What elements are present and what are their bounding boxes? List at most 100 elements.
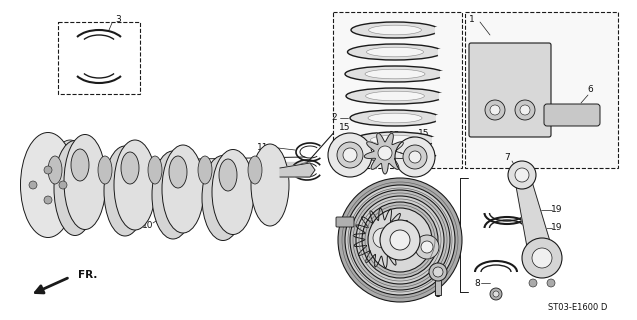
Text: 19: 19	[551, 205, 562, 214]
Text: 17: 17	[424, 274, 436, 283]
Ellipse shape	[169, 156, 187, 188]
FancyBboxPatch shape	[544, 104, 600, 126]
Text: FR.: FR.	[78, 270, 97, 280]
Text: 15: 15	[426, 255, 438, 265]
Ellipse shape	[162, 145, 204, 233]
Bar	[58, 22, 140, 94]
Ellipse shape	[152, 151, 194, 239]
Circle shape	[522, 238, 562, 278]
FancyBboxPatch shape	[469, 43, 551, 137]
FancyBboxPatch shape	[336, 217, 354, 227]
Polygon shape	[436, 115, 445, 121]
Polygon shape	[353, 208, 413, 268]
Ellipse shape	[370, 135, 420, 145]
Circle shape	[378, 146, 392, 160]
Text: 12: 12	[255, 165, 267, 174]
Text: 16: 16	[397, 183, 409, 193]
Circle shape	[59, 181, 67, 189]
Text: 19: 19	[551, 223, 562, 233]
Polygon shape	[280, 163, 315, 177]
Text: 11: 11	[257, 143, 269, 153]
Circle shape	[515, 100, 535, 120]
Ellipse shape	[251, 144, 289, 226]
Bar	[333, 12, 462, 168]
Circle shape	[338, 178, 462, 302]
Text: 10: 10	[142, 220, 154, 229]
Circle shape	[547, 279, 555, 287]
Polygon shape	[432, 137, 440, 143]
Ellipse shape	[71, 149, 89, 181]
Circle shape	[368, 208, 432, 272]
Circle shape	[328, 133, 372, 177]
Ellipse shape	[351, 22, 439, 38]
Circle shape	[44, 196, 52, 204]
Circle shape	[490, 288, 502, 300]
Text: 7: 7	[504, 154, 510, 163]
Circle shape	[380, 220, 420, 260]
Circle shape	[362, 202, 438, 278]
Ellipse shape	[121, 152, 139, 184]
Ellipse shape	[345, 66, 445, 82]
Circle shape	[343, 148, 357, 162]
Bar	[435, 280, 441, 295]
Ellipse shape	[54, 140, 96, 236]
Ellipse shape	[366, 47, 424, 57]
Ellipse shape	[48, 156, 62, 184]
Circle shape	[407, 227, 447, 267]
Ellipse shape	[104, 146, 146, 236]
Ellipse shape	[114, 140, 156, 230]
Text: 2: 2	[331, 114, 337, 123]
Circle shape	[373, 228, 393, 248]
Ellipse shape	[365, 69, 425, 79]
Text: 3: 3	[115, 15, 121, 25]
Circle shape	[490, 105, 500, 115]
Text: 18: 18	[343, 228, 355, 237]
Circle shape	[508, 161, 536, 189]
Ellipse shape	[98, 156, 112, 184]
Circle shape	[529, 279, 537, 287]
Circle shape	[403, 145, 427, 169]
Ellipse shape	[248, 156, 262, 184]
Circle shape	[356, 196, 444, 284]
Ellipse shape	[148, 156, 162, 184]
Text: 9: 9	[447, 230, 452, 239]
Text: 6: 6	[587, 85, 593, 94]
Ellipse shape	[348, 44, 443, 60]
Ellipse shape	[350, 110, 440, 126]
Polygon shape	[514, 175, 555, 258]
Ellipse shape	[219, 159, 237, 191]
Polygon shape	[434, 27, 443, 33]
Text: 1: 1	[469, 15, 475, 25]
Ellipse shape	[346, 88, 444, 104]
Circle shape	[337, 142, 363, 168]
Ellipse shape	[20, 132, 76, 237]
Circle shape	[520, 105, 530, 115]
Bar	[465, 12, 618, 168]
Ellipse shape	[50, 140, 90, 220]
Circle shape	[429, 263, 447, 281]
Circle shape	[485, 100, 505, 120]
Polygon shape	[438, 49, 447, 55]
Ellipse shape	[212, 149, 254, 235]
Text: ST03-E1600 D: ST03-E1600 D	[548, 302, 608, 311]
Ellipse shape	[198, 156, 212, 184]
Circle shape	[409, 151, 421, 163]
Ellipse shape	[354, 132, 436, 148]
Polygon shape	[364, 133, 406, 174]
Circle shape	[345, 185, 455, 295]
Ellipse shape	[368, 113, 422, 123]
Ellipse shape	[64, 134, 106, 229]
Text: 13: 13	[389, 131, 401, 140]
Circle shape	[433, 267, 443, 277]
Circle shape	[421, 241, 433, 253]
Text: 8: 8	[475, 278, 480, 287]
Circle shape	[390, 230, 410, 250]
Polygon shape	[440, 71, 450, 77]
Circle shape	[350, 190, 450, 290]
Circle shape	[515, 168, 529, 182]
Circle shape	[493, 291, 499, 297]
Ellipse shape	[369, 25, 422, 35]
Text: 15: 15	[419, 129, 430, 138]
Ellipse shape	[366, 91, 424, 101]
Text: 14: 14	[361, 251, 373, 260]
